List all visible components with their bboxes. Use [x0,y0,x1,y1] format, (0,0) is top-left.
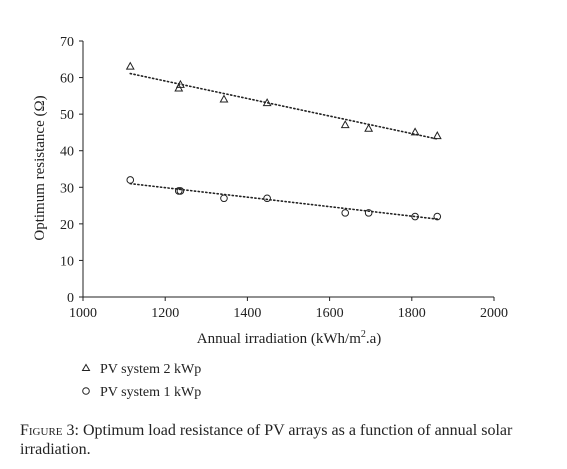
legend-item-1kwp: PV system 1 kWp [82,385,201,400]
point-2kwp [125,61,135,70]
point-2kwp [432,131,442,140]
x-axis-label-superscript: 2 [361,329,366,340]
point-1kwp [364,209,373,217]
trendlines [129,72,439,220]
x-tick-label: 1800 [398,306,426,321]
y-tick-label: 30 [60,181,74,196]
x-tick-label: 2000 [480,306,508,321]
point-2kwp [340,120,350,129]
point-2kwp [219,94,229,103]
point-2kwp [175,79,185,88]
x-axis-label-main: Annual irradiation (kWh/m [197,331,361,347]
point-1kwp [220,194,228,203]
point-2kwp [364,123,374,132]
y-tick-label: 70 [60,35,74,50]
y-tick-label: 20 [60,218,74,233]
figure-caption: Figure 3: Optimum load resistance of PV … [20,421,550,459]
x-tick-label: 1200 [151,306,179,321]
legend-label-1kwp: PV system 1 kWp [100,385,201,400]
legend: PV system 2 kWp PV system 1 kWp [81,362,201,400]
x-tick-label: 1400 [233,306,261,321]
data-points [125,61,442,221]
point-1kwp [263,194,271,203]
legend-item-2kwp: PV system 2 kWp [81,362,201,377]
y-tick-label: 10 [60,254,74,269]
x-tick-label: 1000 [69,306,97,321]
y-axis-label: Optimum resistance (Ω) [32,95,48,240]
legend-label-2kwp: PV system 2 kWp [100,362,201,377]
point-2kwp [262,98,272,107]
caption-text: Optimum load resistance of PV arrays as … [20,422,513,458]
legend-triangle-marker [81,363,91,371]
point-1kwp [433,212,442,221]
y-tick-label: 60 [60,72,74,87]
x-tick-label: 1600 [316,306,344,321]
point-1kwp [126,176,135,184]
point-1kwp [341,209,350,217]
x-axis-label-suffix: .a) [366,331,381,347]
point-1kwp [176,187,185,195]
axes: 0 10 20 30 40 50 60 70 1000 1200 1400 1600 1800 2000 [60,35,508,321]
x-axis-label: Annual irradiation (kWh/m2.a) [197,329,382,347]
y-tick-label: 50 [60,108,74,123]
point-1kwp [411,212,419,221]
legend-circle-marker [82,387,90,395]
y-tick-label: 40 [60,145,74,160]
point-2kwp [410,127,420,136]
trendline-series-0 [129,72,439,140]
figure-label: Figure 3: [20,422,79,439]
y-tick-label: 0 [67,291,74,306]
